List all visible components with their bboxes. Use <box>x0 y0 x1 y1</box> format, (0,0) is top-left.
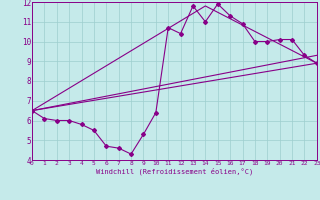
X-axis label: Windchill (Refroidissement éolien,°C): Windchill (Refroidissement éolien,°C) <box>96 167 253 175</box>
